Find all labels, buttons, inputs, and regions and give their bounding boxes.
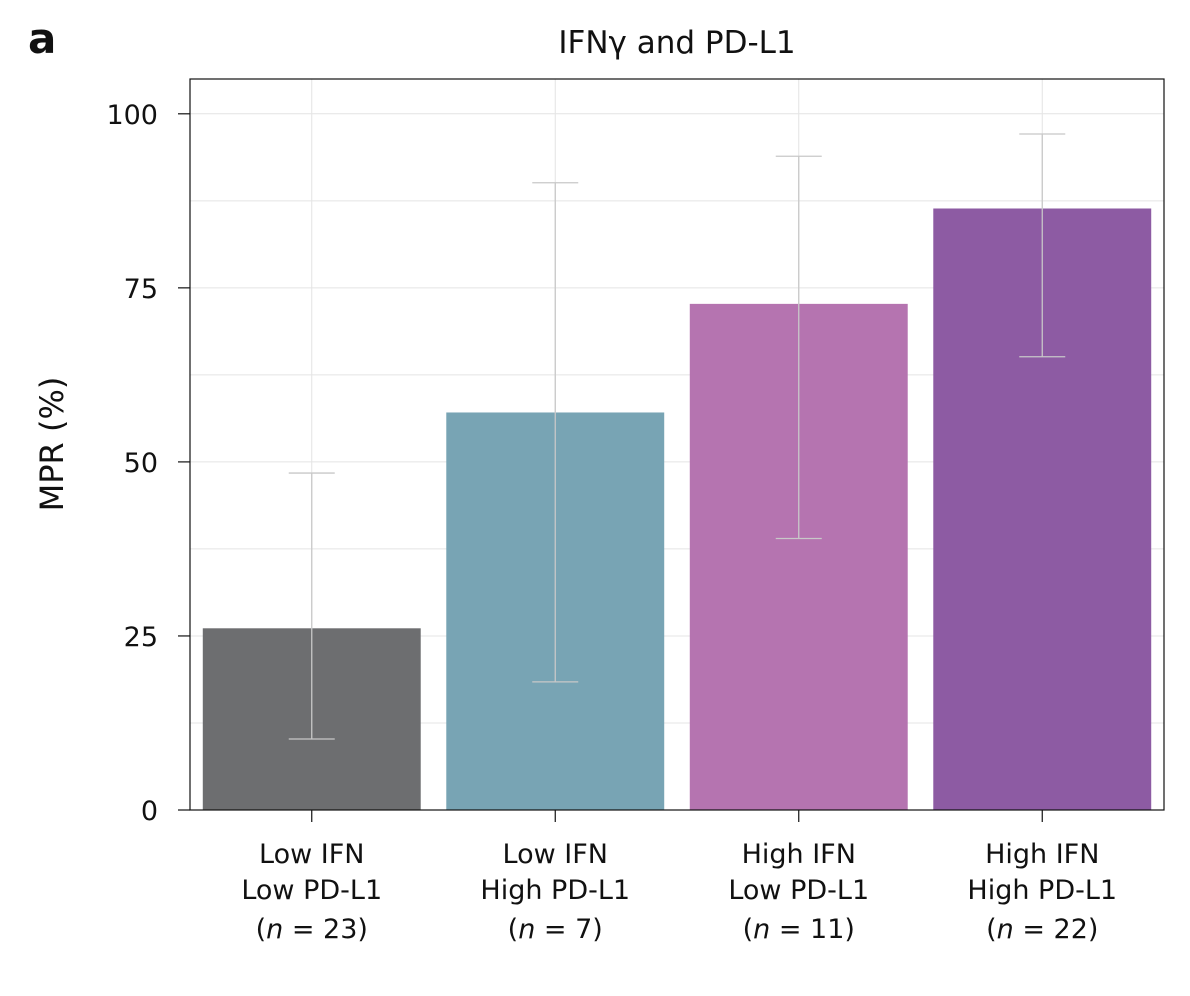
x-tick-label-line1: Low IFN (259, 839, 364, 870)
x-tick-label-n: (n = 11) (743, 914, 855, 945)
x-tick-label-line1: High IFN (742, 839, 856, 870)
y-tick-label: 25 (124, 622, 158, 653)
y-tick-label: 100 (106, 100, 158, 131)
x-tick-label-n: (n = 23) (256, 914, 368, 945)
x-tick-label-n: (n = 22) (986, 914, 1098, 945)
x-tick-label-line2: High PD-L1 (480, 875, 630, 906)
plot-frame (189, 78, 1165, 811)
panel-label: a (28, 14, 57, 63)
x-tick-label-line1: High IFN (985, 839, 1099, 870)
x-tick-label-n: (n = 7) (508, 914, 603, 945)
y-tick-label: 75 (124, 274, 158, 305)
y-tick-label: 50 (124, 448, 158, 479)
chart-title: IFNγ and PD-L1 (558, 25, 796, 61)
x-tick-label-line2: Low PD-L1 (241, 875, 382, 906)
x-tick-label-line2: Low PD-L1 (728, 875, 869, 906)
x-tick-label-line2: High PD-L1 (967, 875, 1117, 906)
x-tick-label-line1: Low IFN (503, 839, 608, 870)
y-tick-label: 0 (141, 796, 158, 827)
